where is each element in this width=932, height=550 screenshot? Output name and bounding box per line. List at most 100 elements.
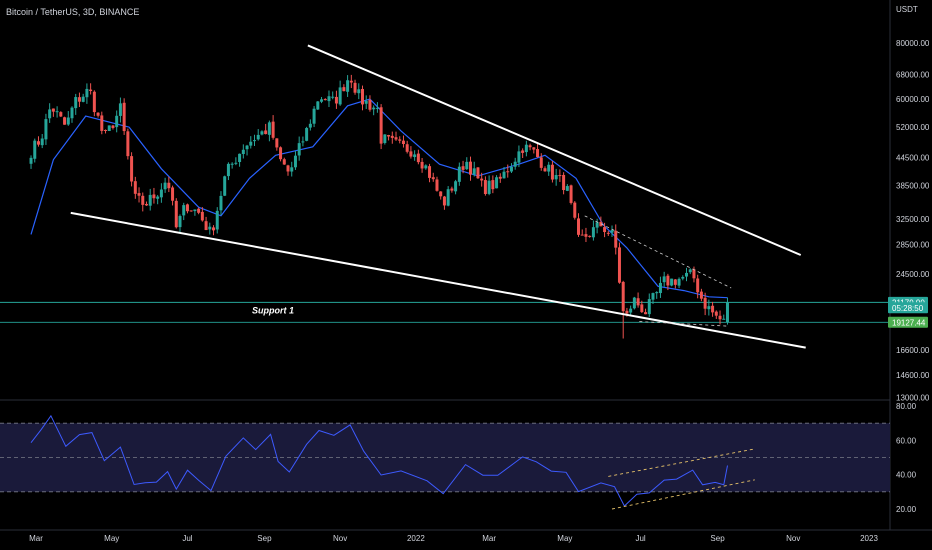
candle-body: [644, 312, 648, 315]
candle-body: [573, 202, 577, 218]
candle-body: [629, 308, 633, 313]
time-tick-label: 2023: [860, 534, 878, 543]
candle-body: [658, 282, 662, 294]
candle-body: [632, 297, 636, 309]
candle-body: [699, 291, 703, 299]
candle-body: [588, 235, 592, 237]
candle-body: [480, 178, 484, 181]
candle-body: [685, 272, 689, 277]
candle-body: [495, 177, 499, 189]
candle-body: [424, 165, 428, 169]
candle-body: [528, 145, 532, 148]
candle-body: [144, 203, 148, 206]
time-tick-label: Jul: [182, 534, 192, 543]
candle-body: [696, 278, 700, 293]
candle-body: [349, 80, 353, 83]
candle-body: [185, 204, 189, 212]
candle-body: [431, 177, 435, 180]
candle-body: [606, 232, 610, 234]
candle-body: [725, 302, 729, 323]
time-tick-label: Nov: [333, 534, 347, 543]
candle-body: [360, 88, 364, 105]
candle-body: [249, 141, 253, 146]
dashed-trendline-2: [639, 321, 729, 327]
candle-body: [338, 87, 342, 105]
candle-body: [472, 168, 476, 175]
candle-body: [662, 276, 666, 283]
trendline-lower: [70, 211, 806, 349]
candle-body: [476, 167, 480, 179]
candle-body: [379, 107, 383, 144]
candle-body: [502, 171, 506, 179]
candle-body: [226, 163, 230, 177]
candle-body: [111, 125, 115, 128]
candle-body: [267, 122, 271, 135]
rsi-line: [30, 414, 728, 507]
rsi-tick-label: 40.00: [896, 471, 917, 480]
candle-body: [85, 88, 89, 98]
candle-body: [260, 131, 264, 135]
price-tick-label: 68000.00: [896, 71, 930, 80]
candle-body: [104, 129, 108, 131]
candle-body: [159, 189, 163, 198]
candle-body: [308, 123, 312, 128]
candle-body: [509, 166, 513, 172]
candle-body: [532, 147, 536, 150]
candle-body: [171, 187, 175, 201]
candle-body: [673, 279, 677, 285]
rsi-channel-line-1: [608, 448, 755, 477]
time-tick-label: Mar: [482, 534, 496, 543]
candle-body: [621, 281, 625, 312]
rsi-tick-label: 60.00: [896, 436, 917, 445]
candle-body: [577, 218, 581, 235]
candle-body: [617, 247, 621, 283]
candle-body: [401, 140, 405, 145]
candle-body: [66, 117, 70, 125]
annotations: Support 1: [252, 305, 294, 315]
candle-body: [96, 112, 100, 116]
candle-body: [51, 108, 55, 112]
candle-body: [178, 216, 182, 228]
candle-body: [539, 157, 543, 168]
candle-body: [100, 115, 104, 131]
candle-body: [580, 234, 584, 236]
candle-body: [565, 186, 569, 191]
moving-average-layer: [30, 98, 728, 299]
candle-body: [446, 189, 450, 206]
candle-body: [89, 89, 93, 92]
candle-body: [413, 154, 417, 158]
candle-body: [290, 167, 294, 172]
candle-body: [238, 153, 242, 163]
candle-body: [375, 107, 379, 109]
price-tick-label: 80000.00: [896, 39, 930, 48]
candle-body: [625, 310, 629, 314]
candle-body: [74, 97, 78, 109]
candle-body: [167, 182, 171, 189]
candle-body: [487, 180, 491, 194]
candle-body: [234, 162, 238, 164]
candle-body: [282, 159, 286, 165]
candle-body: [264, 130, 268, 135]
candle-body: [703, 297, 707, 309]
candle-body: [435, 179, 439, 191]
candle-body: [36, 141, 40, 145]
candle-body: [603, 227, 607, 233]
time-axis: Mar May Jul Sep Nov 2022 Mar May Jul Sep Nov 2023: [29, 534, 878, 543]
candle-body: [707, 306, 711, 310]
price-tick-label: 52000.00: [896, 123, 930, 132]
candle-body: [182, 205, 186, 216]
candle-body: [483, 180, 487, 194]
candle-body: [40, 138, 44, 146]
candle-body: [320, 99, 324, 102]
candle-body: [640, 304, 644, 313]
candle-body: [636, 298, 640, 306]
candle-body: [524, 144, 528, 153]
candle-body: [59, 112, 63, 117]
support-label: Support 1: [252, 305, 294, 315]
trendlines-layer: [70, 44, 806, 349]
candle-body: [115, 115, 119, 128]
candle-body: [29, 157, 33, 164]
moving-average-line: [30, 98, 728, 299]
